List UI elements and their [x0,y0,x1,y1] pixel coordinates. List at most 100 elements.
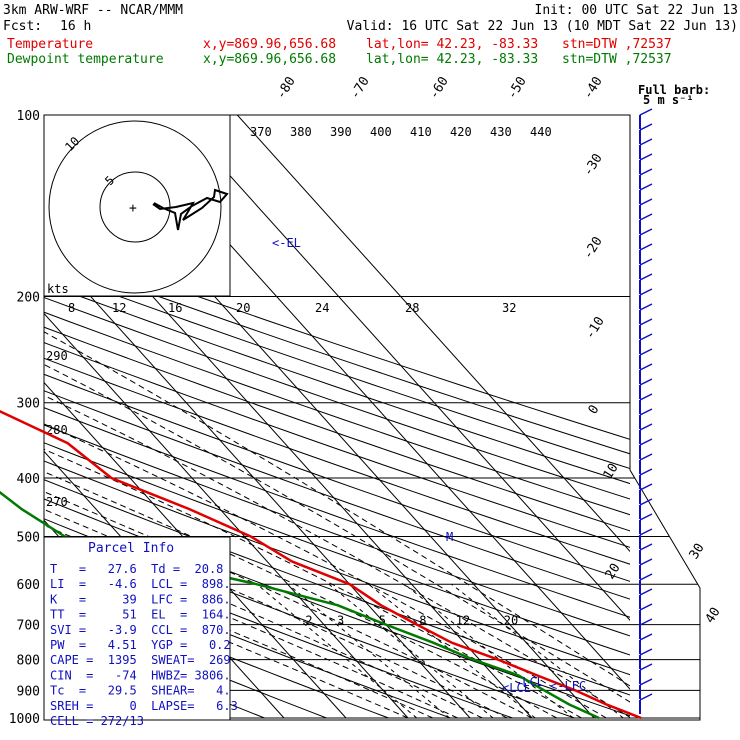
wind-barb-flag [639,453,653,461]
sounding-annotation: -LCL [515,675,544,689]
temperature-station: stn=DTW ,72537 [562,37,672,52]
mixing-ratio-label: 12 [456,613,470,627]
hodograph-scale: 8 12 16 20 24 28 32 [68,301,516,315]
hodograph-scale-label: 24 [315,301,329,315]
parcel-info-row: TT = 51 EL = 164. [50,608,231,622]
parcel-info-row: LI = -4.6 LCL = 898. [50,577,231,591]
wind-barb-flag [639,663,653,671]
wind-barb-flag [639,543,653,551]
hodograph-center-marker: + [129,201,137,216]
dewpoint-label: Dewpoint temperature [7,52,164,67]
hodograph-scale-label: 20 [236,301,250,315]
isotherm-label: -20 [581,234,606,262]
isotherm-label: -10 [583,314,608,342]
mixing-ratio-label: 20 [504,613,518,627]
sounding-annotation: <-EL [272,236,301,250]
hodograph-scale-label: 16 [168,301,182,315]
theta-label: 400 [370,125,392,139]
theta-label: 410 [410,125,432,139]
barb-legend-line1: Full barb: [638,83,710,97]
wind-barb-flag [639,258,653,266]
wind-barb-flag [639,138,653,146]
pressure-label: 100 [17,109,40,124]
dry-adiabat-line [44,311,630,516]
parcel-info-row: CIN = -74 HWBZ= 3806. [50,668,231,682]
dry-adiabat-line [44,326,630,532]
pressure-label: 700 [17,619,40,634]
mixing-ratio-line [404,583,574,719]
moist-adiabat-line [44,508,508,719]
parcel-info-row: PW = 4.51 YGP = 0.2 [50,638,231,652]
theta-label: 440 [530,125,552,139]
dry-adiabat-line [44,442,630,656]
wind-barb-flag [639,108,653,116]
dry-adiabat-line [44,357,630,565]
hodograph-ring-outer [48,120,222,294]
pressure-label: 1000 [9,712,40,727]
mixing-ratio-label: 3 [337,613,344,627]
dry-adiabat-line [44,241,630,440]
temperature-coords: x,y=869.96,656.68 [203,37,336,52]
wind-barb-flag [639,558,653,566]
wind-barb-flag [639,183,653,191]
wind-barbs [639,108,653,714]
isotherm-label: 10 [601,461,622,482]
isotherm-line [44,243,471,719]
isotherm-label: -50 [505,74,530,102]
isotherm-label: -60 [427,74,452,102]
dry-adiabat-line [44,282,630,485]
hodograph-units-label: kts [47,282,69,296]
sounding-annotation: <LCL [502,681,531,695]
dry-adiabat-line [44,479,630,696]
wind-barb-flag [639,513,653,521]
mixing-ratio-label: 2 [305,613,312,627]
parcel-info-row: K = 39 LFC = 886. [50,592,231,606]
wind-barb-flag [639,303,653,311]
init-time: Init: 00 UTC Sat 22 Jun 13 [535,3,739,18]
dry-adiabat-line [44,342,630,548]
parcel-info-row: CAPE = 1395 SWEAT= 269 [50,653,231,667]
theta-left-label: 280 [46,423,68,437]
wind-barb-flag [639,588,653,596]
wind-barb-flag [639,333,653,341]
parcel-info-row: SVI = -3.9 CCL = 870. [50,623,231,637]
pressure-label: 300 [17,397,40,412]
isotherm-line [44,381,347,719]
wind-barb-flag [639,123,653,131]
parcel-info-row: SREH = 0 LAPSE= 6.3 [50,699,238,713]
wind-barb-flag [639,528,653,536]
wind-barb-flag [639,348,653,356]
hodograph-trace [152,188,229,231]
parcel-info-row: Tc = 29.5 SHEAR= 4. [50,684,231,698]
wind-barb-flag [639,633,653,641]
wind-barb-flag [639,438,653,446]
temperature-label: Temperature [7,37,93,52]
wind-barb-flag [639,213,653,221]
theta-label: 420 [450,125,472,139]
fcst-label: Fcst: [3,19,42,34]
wind-barb-flag [639,648,653,656]
dry-adiabat-line [44,390,630,600]
sounding-annotation: <-LFC [550,679,586,693]
parcel-info-panel: Parcel Info T = 27.6 Td = 20.8LI = -4.6 … [43,536,238,728]
wind-barb-flag [639,603,653,611]
mixing-ratio-line [256,583,418,719]
mixing-ratio-line [328,583,494,719]
dry-adiabat-line [44,268,630,470]
wind-barb-flag [639,618,653,626]
theta-left-label: 290 [46,349,68,363]
isotherm-label: -40 [581,74,606,102]
dry-adiabat-line [44,254,630,455]
mixing-ratio-line [287,583,450,719]
wind-barb-flag [639,168,653,176]
wind-barb-flag [639,228,653,236]
wind-barb-flag [639,693,653,701]
dewpoint-station: stn=DTW ,72537 [562,52,672,67]
pressure-label: 500 [17,530,40,545]
wind-barb-flag [639,318,653,326]
pressure-label: 400 [17,472,40,487]
dry-adiabat-line [44,407,630,618]
wind-barb-flag [639,198,653,206]
isotherm-line [44,312,409,719]
isotherm-label: 20 [603,561,624,582]
